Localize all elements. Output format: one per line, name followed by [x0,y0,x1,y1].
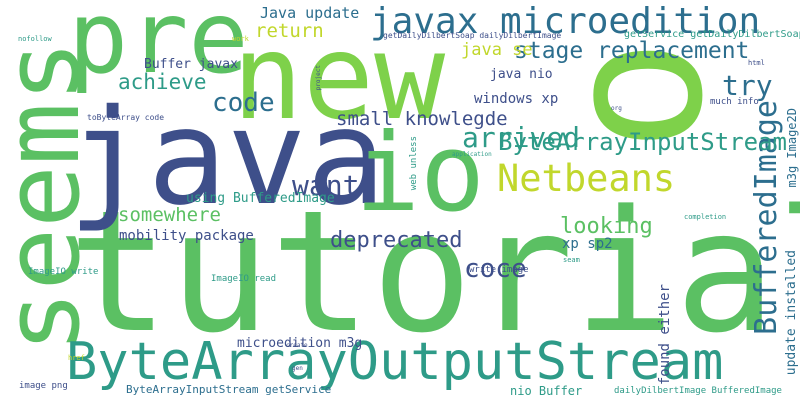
word-completion: completion [684,213,727,221]
word-web-unless: web unless [409,136,419,191]
word-achieve: achieve [118,70,207,94]
word-java: java [68,81,386,235]
word-project: project [315,65,322,91]
word-html: html [748,59,765,67]
word-daily-dilbert-buffered-image: dailyDilbertImage BufferedImage [614,386,782,396]
word-java-se: java se [461,40,533,60]
word-arrived: arrived [462,121,581,154]
word-windows-xp: windows xp [474,91,559,107]
word-work: work [232,35,249,43]
word-get-service-soap: getService getDailyDilbertSoap [624,29,800,40]
word-seam: seam [563,256,580,264]
word-pre: pre [68,0,249,96]
word-to-byte-array-code: toByteArray code [87,113,165,122]
word-javax-microedition: javax microedition [370,1,761,42]
word-org: org [611,105,622,112]
word-nofollow: nofollow [18,35,52,43]
word-somewhere: somewhere [118,204,221,226]
word-stage-replacement: stage replacement [514,38,750,64]
word-imageio-read: ImageIO read [211,274,277,284]
word-buffer-javax: Buffer javax [144,57,238,72]
word-get-daily-dilbert-soap-image: getDailyDilbertSoap dailyDilbertImage [383,31,562,40]
word-bais-get-service: ByteArrayInputStream getService [126,383,332,396]
word-nio-buffer: nio Buffer [510,384,583,398]
word-java-nio: java nio [490,67,553,82]
word-coce: coce [464,254,527,284]
word-new: new [232,8,446,146]
word-write-image: write image [469,265,529,275]
word-microedition-m3g: microedition m3g [237,336,363,351]
word-byte-array-input-stream: ByteArrayInputStream [498,128,787,156]
word-imageio-write: ImageIO write [28,267,99,277]
word-return: return [255,20,324,42]
word-gen: gen [292,365,303,372]
word-java-update: Java update [260,4,360,22]
word-try: try [722,69,773,102]
word-xp-sp2: xp sp2 [562,236,613,252]
word-found-either: found either [657,284,673,386]
word-using-buffered-image: using BufferedImage [186,191,335,206]
word-byte-array-output-stream: ByteArrayOutputStream [66,332,724,392]
word-much-info: much info [710,97,759,107]
word-tutorial: tutorial [68,174,800,370]
word-deprecated: deprecated [330,228,463,253]
word-href: href [68,354,85,362]
word-want: want [292,169,360,202]
word-o: o [551,38,772,153]
word-application: application [452,151,492,158]
word-small-knowlegde: small knowlegde [336,108,508,130]
word-image-png: image png [19,381,68,391]
word-update-installed: update installed [784,250,799,376]
word-mobility-package: mobility package [119,228,254,244]
word-io: io [355,111,486,236]
word-m3g-image2d: m3g Image2D [785,108,799,188]
word-looking: looking [560,214,653,239]
word-code: code [212,88,275,118]
word-netbeans: Netbeans [497,157,676,200]
word-create: create [286,342,308,349]
